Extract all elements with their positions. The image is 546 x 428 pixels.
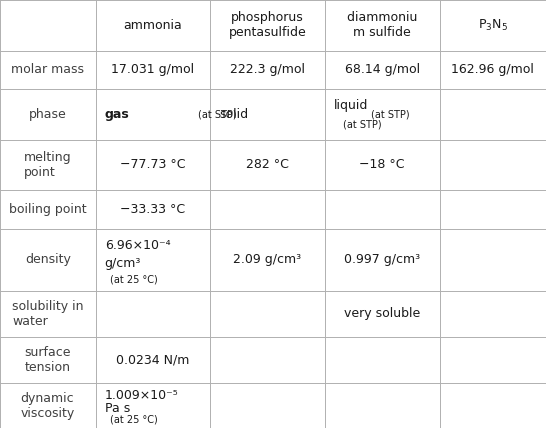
Text: melting
point: melting point bbox=[24, 151, 72, 179]
Text: 17.031 g/mol: 17.031 g/mol bbox=[111, 63, 194, 76]
Text: −33.33 °C: −33.33 °C bbox=[120, 203, 186, 216]
Text: solid: solid bbox=[219, 108, 248, 121]
Text: (at 25 °C): (at 25 °C) bbox=[110, 274, 158, 285]
Text: phosphorus
pentasulfide: phosphorus pentasulfide bbox=[229, 11, 306, 39]
Text: 222.3 g/mol: 222.3 g/mol bbox=[230, 63, 305, 76]
Text: 2.09 g/cm³: 2.09 g/cm³ bbox=[234, 253, 301, 266]
Text: 282 °C: 282 °C bbox=[246, 158, 289, 171]
Text: (at STP): (at STP) bbox=[198, 109, 236, 119]
Text: (at STP): (at STP) bbox=[371, 109, 410, 119]
Text: −18 °C: −18 °C bbox=[359, 158, 405, 171]
Text: (at STP): (at STP) bbox=[343, 119, 382, 129]
Text: 6.96×10⁻⁴: 6.96×10⁻⁴ bbox=[105, 239, 170, 253]
Text: density: density bbox=[25, 253, 71, 266]
Text: phase: phase bbox=[29, 108, 67, 121]
Text: 68.14 g/mol: 68.14 g/mol bbox=[345, 63, 420, 76]
Text: (at 25 °C): (at 25 °C) bbox=[110, 415, 158, 425]
Text: liquid: liquid bbox=[334, 99, 369, 112]
Text: very soluble: very soluble bbox=[344, 307, 420, 320]
Text: 0.997 g/cm³: 0.997 g/cm³ bbox=[344, 253, 420, 266]
Text: 0.0234 N/m: 0.0234 N/m bbox=[116, 354, 189, 366]
Text: boiling point: boiling point bbox=[9, 203, 87, 216]
Text: surface
tension: surface tension bbox=[25, 346, 71, 374]
Text: dynamic
viscosity: dynamic viscosity bbox=[21, 392, 75, 419]
Text: gas: gas bbox=[105, 108, 129, 121]
Text: molar mass: molar mass bbox=[11, 63, 84, 76]
Text: ammonia: ammonia bbox=[123, 19, 182, 32]
Text: g/cm³: g/cm³ bbox=[105, 257, 141, 270]
Text: Pa s: Pa s bbox=[105, 402, 130, 415]
Text: −77.73 °C: −77.73 °C bbox=[120, 158, 186, 171]
Text: 1.009×10⁻⁵: 1.009×10⁻⁵ bbox=[105, 389, 179, 402]
Text: $\mathregular{P_3N_5}$: $\mathregular{P_3N_5}$ bbox=[478, 18, 508, 33]
Text: diammoniu⁠
m sulfide: diammoniu⁠ m sulfide bbox=[347, 11, 417, 39]
Text: solubility in
water: solubility in water bbox=[12, 300, 84, 328]
Text: 162.96 g/mol: 162.96 g/mol bbox=[452, 63, 534, 76]
